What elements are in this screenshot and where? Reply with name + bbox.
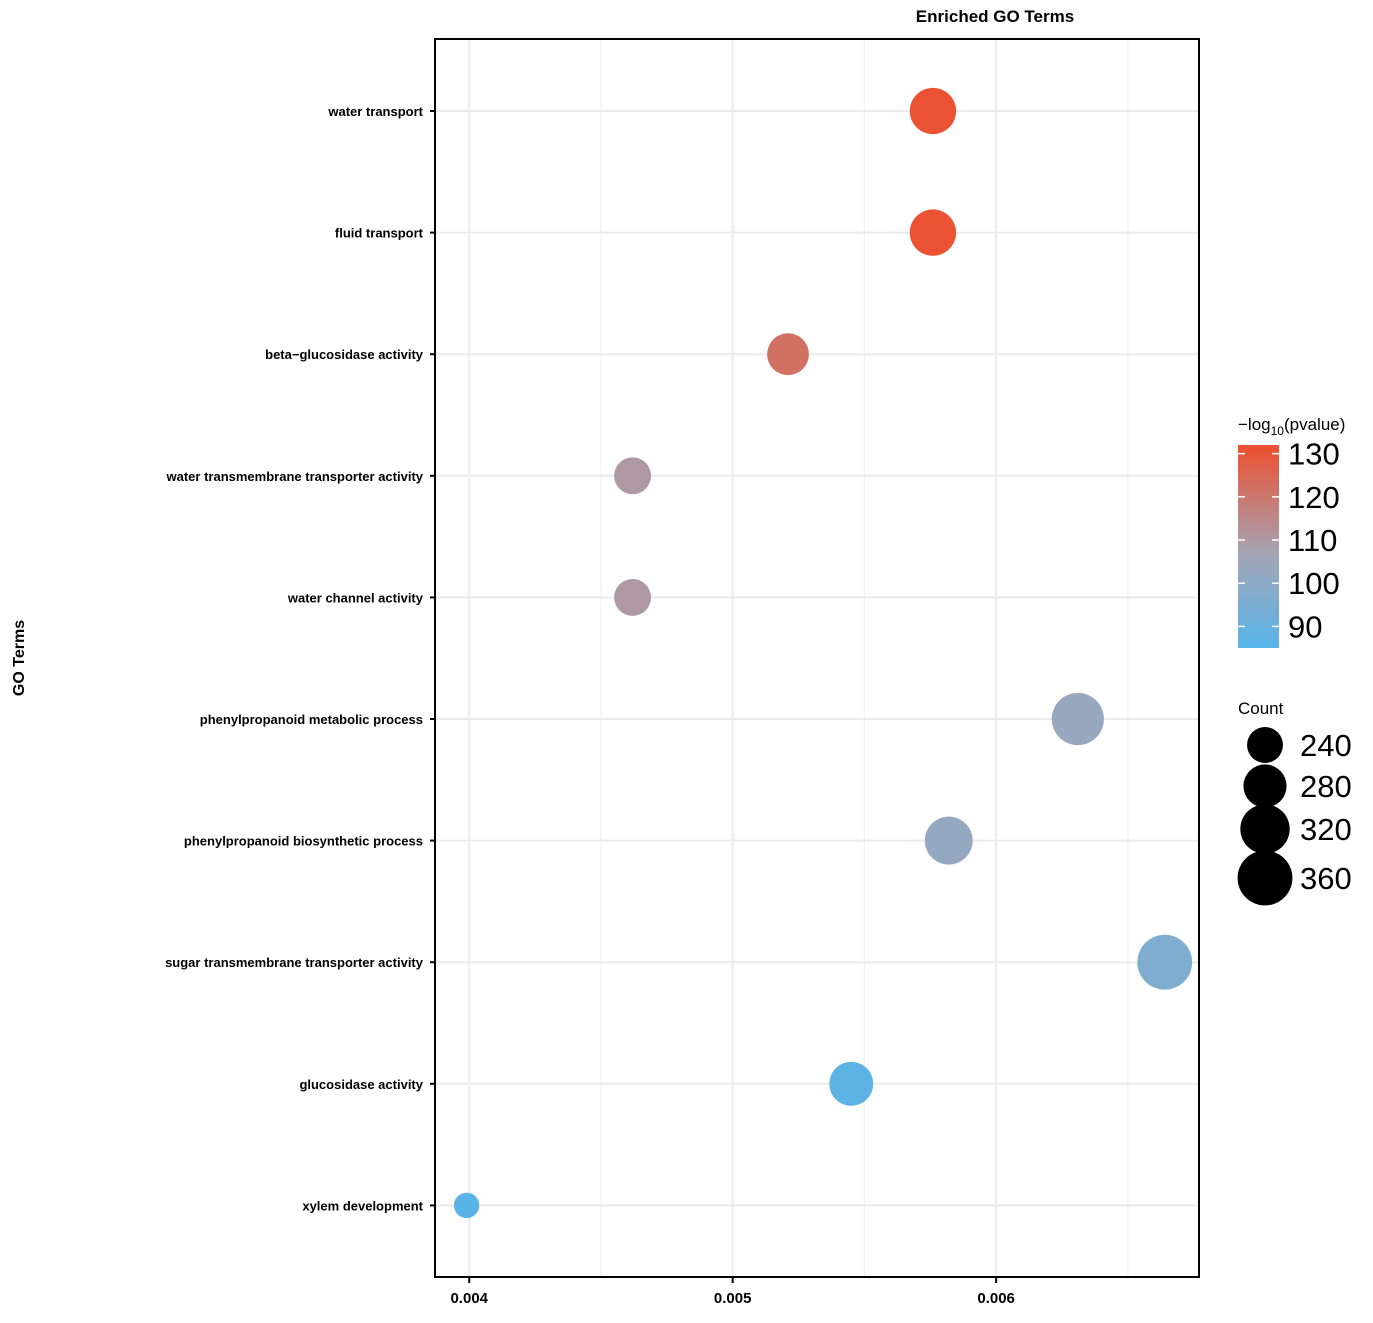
data-point <box>1137 934 1193 990</box>
color-legend: −log10(pvalue) 130 120 110 100 90 <box>1238 415 1345 648</box>
data-point <box>614 578 652 616</box>
size-key-circle <box>1237 850 1293 906</box>
x-tick-label: 0.006 <box>977 1290 1015 1307</box>
x-tick-labels: 0.004 0.005 0.006 <box>450 1277 1015 1307</box>
color-tick-label: 130 <box>1288 437 1340 472</box>
data-point <box>924 816 973 865</box>
size-key-label: 280 <box>1300 769 1352 804</box>
color-legend-title-sub: 10 <box>1271 424 1285 438</box>
data-point <box>1051 692 1104 746</box>
y-tick-label: phenylpropanoid metabolic process <box>200 712 423 727</box>
y-axis-title: GO Terms <box>11 620 28 696</box>
color-legend-title-suffix: (pvalue) <box>1284 415 1345 434</box>
size-key-circle <box>1243 764 1287 808</box>
y-tick-label: water transport <box>327 104 423 119</box>
x-tick-label: 0.004 <box>450 1290 488 1307</box>
data-point <box>614 457 652 495</box>
plot-panel-border <box>434 38 1200 1278</box>
size-legend-title: Count <box>1238 699 1284 718</box>
y-tick-labels: water transport fluid transport beta−gluco… <box>165 104 435 1213</box>
y-tick-label: water channel activity <box>287 590 424 605</box>
y-tick-label: fluid transport <box>335 226 424 241</box>
color-tick-label: 100 <box>1288 566 1340 601</box>
data-point <box>909 87 957 135</box>
color-bar <box>1238 445 1279 648</box>
data-point <box>767 333 809 376</box>
size-key-circle <box>1240 804 1290 854</box>
size-legend-keys: 240 280 320 360 <box>1237 727 1352 906</box>
color-tick-label: 90 <box>1288 609 1322 644</box>
data-points <box>453 87 1193 1219</box>
size-legend: Count 240 280 320 360 <box>1237 699 1352 906</box>
size-key-label: 320 <box>1300 812 1352 847</box>
size-key-label: 360 <box>1300 861 1352 896</box>
y-tick-label: sugar transmembrane transporter activity <box>165 955 424 970</box>
data-point <box>453 1192 480 1219</box>
chart-title: Enriched GO Terms <box>916 7 1074 26</box>
color-legend-title: −log10(pvalue) <box>1238 415 1345 438</box>
y-tick-label: xylem development <box>302 1198 423 1213</box>
size-key-circle <box>1247 727 1283 763</box>
data-point <box>909 209 957 256</box>
y-tick-label: beta−glucosidase activity <box>265 347 424 362</box>
color-tick-label: 120 <box>1288 480 1340 515</box>
color-legend-title-prefix: −log <box>1238 415 1271 434</box>
grid-major <box>435 39 1199 1277</box>
y-tick-label: glucosidase activity <box>299 1077 423 1092</box>
size-key-label: 240 <box>1300 728 1352 763</box>
x-tick-label: 0.005 <box>714 1290 752 1307</box>
color-legend-ticks: 130 120 110 100 90 <box>1238 437 1340 644</box>
y-tick-label: water transmembrane transporter activity <box>166 469 424 484</box>
y-tick-label: phenylpropanoid biosynthetic process <box>184 834 423 849</box>
color-tick-label: 110 <box>1288 523 1337 558</box>
data-point <box>829 1061 874 1106</box>
